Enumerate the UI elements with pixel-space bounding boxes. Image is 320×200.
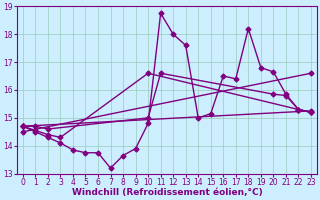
X-axis label: Windchill (Refroidissement éolien,°C): Windchill (Refroidissement éolien,°C) [72, 188, 262, 197]
